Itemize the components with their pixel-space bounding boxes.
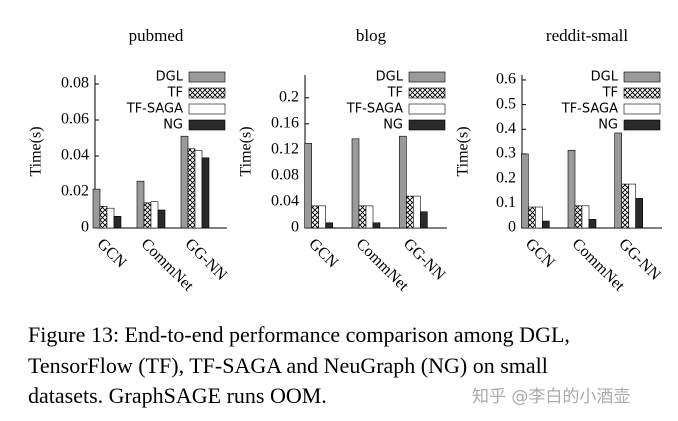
legend-swatch	[408, 119, 446, 131]
bar	[567, 149, 576, 229]
bar	[399, 135, 407, 229]
legend-swatch	[408, 71, 446, 83]
y-tick-label: 0	[508, 219, 516, 236]
y-tick-label: 0.1	[496, 194, 516, 211]
chart-title: reddit-small	[546, 26, 628, 45]
legend-swatch	[188, 103, 226, 115]
bar	[99, 206, 108, 229]
bar	[304, 143, 312, 229]
bar	[588, 219, 597, 229]
bar	[635, 198, 643, 229]
y-tick-label: 0.04	[61, 147, 89, 164]
legend-label: TF-SAGA	[126, 102, 183, 117]
bar	[311, 205, 319, 229]
watermark: 知乎 @李白的小酒壶	[472, 387, 630, 407]
bar	[420, 211, 428, 229]
y-tick-label: 0	[291, 219, 299, 236]
caption-line: Figure 13: End-to-end performance compar…	[28, 322, 570, 347]
chart-title: blog	[356, 26, 387, 45]
bar	[358, 205, 367, 229]
bar	[574, 205, 583, 229]
bar	[180, 135, 189, 229]
bar	[106, 207, 115, 229]
legend-swatch	[188, 119, 226, 131]
y-axis-label: Time(s)	[28, 126, 45, 176]
bar	[351, 138, 360, 229]
legend-label: TF-SAGA	[346, 102, 403, 117]
legend-label: NG	[163, 118, 183, 133]
y-axis-label: Time(s)	[238, 126, 255, 176]
y-tick-label: 0.16	[271, 115, 299, 132]
bar	[194, 150, 203, 229]
bar	[528, 206, 536, 229]
bar	[143, 202, 152, 229]
bar	[201, 157, 210, 229]
bar	[318, 205, 326, 229]
y-tick-label: 0.2	[496, 169, 516, 186]
legend-label: DGL	[376, 70, 404, 85]
bar	[581, 205, 590, 229]
legend-swatch	[188, 87, 226, 99]
bar	[113, 216, 122, 229]
y-tick-label: 0.04	[271, 193, 299, 210]
legend-label: TF	[387, 86, 403, 101]
y-tick-label: 0	[81, 219, 89, 236]
chart-title: pubmed	[129, 26, 184, 45]
y-axis-label: Time(s)	[455, 126, 472, 176]
legend-label: TF-SAGA	[561, 102, 618, 117]
y-tick-label: 0.08	[271, 167, 299, 184]
x-tick-label: GCN	[522, 235, 558, 271]
legend-label: TF	[602, 86, 618, 101]
legend-swatch	[623, 103, 661, 115]
caption-line: datasets. GraphSAGE runs OOM.	[28, 383, 327, 408]
bar	[614, 132, 622, 229]
bar	[150, 201, 159, 229]
bar	[157, 209, 166, 229]
y-tick-label: 0.2	[279, 88, 299, 105]
y-tick-label: 0.12	[271, 141, 299, 158]
bar	[621, 183, 629, 229]
bar	[136, 180, 145, 229]
bar	[521, 153, 529, 229]
bar	[406, 195, 414, 229]
bar	[413, 195, 421, 229]
legend-label: DGL	[591, 70, 619, 85]
y-tick-label: 0.3	[496, 145, 516, 162]
legend-swatch	[408, 103, 446, 115]
x-tick-label: GCN	[305, 235, 341, 271]
y-tick-label: 0.06	[61, 111, 89, 128]
legend-label: TF	[167, 86, 183, 101]
y-tick-label: 0.4	[496, 120, 516, 137]
x-tick-label: GCN	[94, 235, 130, 271]
legend-swatch	[408, 87, 446, 99]
y-tick-label: 0.5	[496, 95, 516, 112]
legend-swatch	[623, 71, 661, 83]
legend-label: NG	[383, 118, 403, 133]
y-tick-label: 0.6	[496, 71, 516, 88]
legend-label: NG	[598, 118, 618, 133]
bar	[535, 206, 543, 229]
bar	[372, 222, 381, 229]
legend-swatch	[623, 87, 661, 99]
y-tick-label: 0.08	[61, 75, 89, 92]
caption-line: TensorFlow (TF), TF-SAGA and NeuGraph (N…	[28, 353, 548, 378]
bar	[325, 222, 333, 229]
legend-swatch	[623, 119, 661, 131]
bar	[628, 183, 636, 229]
y-tick-label: 0.02	[61, 183, 89, 200]
bar	[365, 205, 374, 229]
bar	[542, 220, 550, 229]
legend-label: DGL	[156, 70, 184, 85]
bar	[92, 188, 101, 229]
bar	[187, 148, 196, 229]
legend-swatch	[188, 71, 226, 83]
